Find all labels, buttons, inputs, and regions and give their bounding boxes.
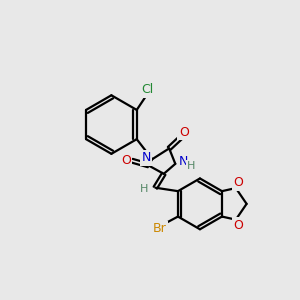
Text: O: O	[179, 126, 189, 139]
Text: O: O	[233, 176, 243, 189]
Text: Cl: Cl	[141, 83, 154, 96]
Text: O: O	[121, 154, 131, 167]
Text: O: O	[233, 218, 243, 232]
Text: Br: Br	[153, 222, 166, 236]
Text: H: H	[187, 161, 196, 171]
Text: N: N	[141, 151, 151, 164]
Text: H: H	[140, 184, 149, 194]
Text: N: N	[178, 155, 188, 168]
